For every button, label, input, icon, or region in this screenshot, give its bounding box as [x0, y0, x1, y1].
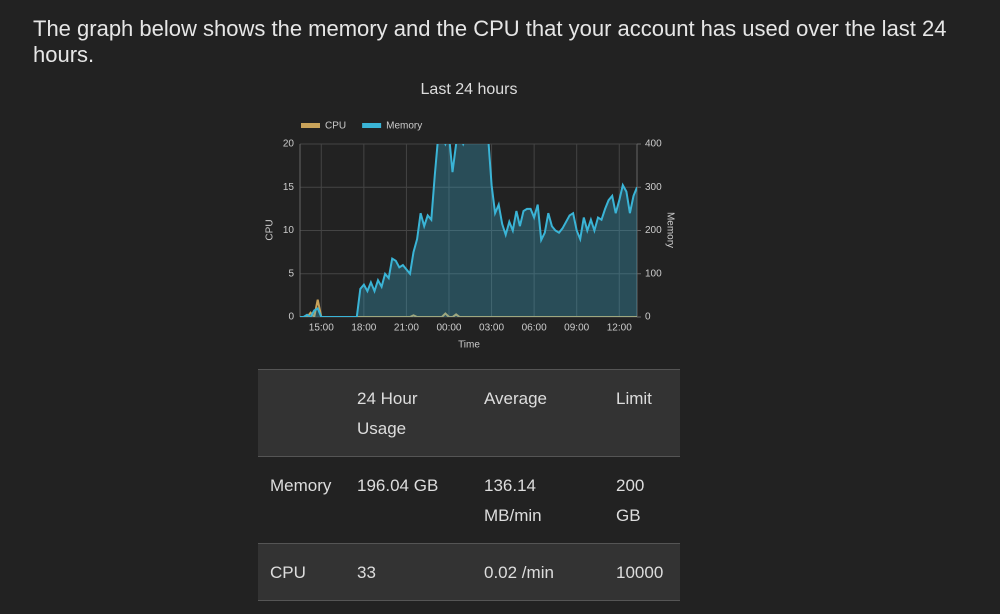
area [300, 144, 637, 317]
y-tick-label: 0 [288, 312, 294, 323]
x-tick-label: 18:00 [351, 323, 376, 334]
x-tick-label: 00:00 [436, 323, 461, 334]
cell: CPU [258, 543, 345, 601]
header-cell: Limit [604, 369, 680, 457]
cell: 10000 [604, 543, 680, 601]
y2-tick-label: 300 [645, 182, 662, 193]
y-axis-label: CPU [265, 219, 276, 240]
legend-label: Memory [386, 121, 422, 132]
header-cell: Average [472, 369, 604, 457]
cell: 33 [345, 543, 472, 601]
legend-label: CPU [325, 121, 346, 132]
cell: Memory [258, 456, 345, 544]
y-tick-label: 5 [288, 268, 294, 279]
y-tick-label: 15 [283, 182, 295, 193]
y2-tick-label: 100 [645, 268, 662, 279]
intro-text: The graph below shows the memory and the… [33, 16, 947, 67]
cell: 200 GB [604, 456, 680, 544]
header-cell: 24 Hour Usage [345, 369, 472, 457]
chart-title: Last 24 hours [421, 81, 518, 98]
header-row: 24 Hour Usage Average Limit [258, 369, 680, 457]
row: CPU 33 0.02 /min 10000 [258, 543, 680, 601]
x-tick-label: 03:00 [479, 323, 504, 334]
cell: 196.04 GB [345, 456, 472, 544]
y2-tick-label: 200 [645, 225, 662, 236]
y-tick-label: 20 [283, 139, 295, 150]
chart: Last 24 hours Time CPU Memory 0510152001… [265, 81, 676, 351]
x-tick-label: 06:00 [522, 323, 547, 334]
cell: 136.14 MB/min [472, 456, 604, 544]
y-tick-label: 10 [283, 225, 295, 236]
y2-axis-label: Memory [664, 212, 675, 248]
x-tick-label: 15:00 [309, 323, 334, 334]
row: Memory 196.04 GB 136.14 MB/min 200 GB [258, 456, 680, 544]
series-line [300, 144, 637, 317]
legend-swatch [362, 123, 382, 128]
plot-area [300, 144, 637, 317]
x-axis-label: Time [458, 340, 480, 351]
y2-tick-label: 0 [645, 312, 651, 323]
x-tick-label: 12:00 [607, 323, 632, 334]
header-cell [258, 369, 345, 457]
cell: 0.02 /min [472, 543, 604, 601]
x-tick-label: 21:00 [394, 323, 419, 334]
x-tick-label: 09:00 [564, 323, 589, 334]
usage-table: 24 Hour Usage Average Limit Memory 196.04 G… [258, 369, 680, 601]
legend-swatch [301, 123, 320, 128]
y2-tick-label: 400 [645, 139, 662, 150]
